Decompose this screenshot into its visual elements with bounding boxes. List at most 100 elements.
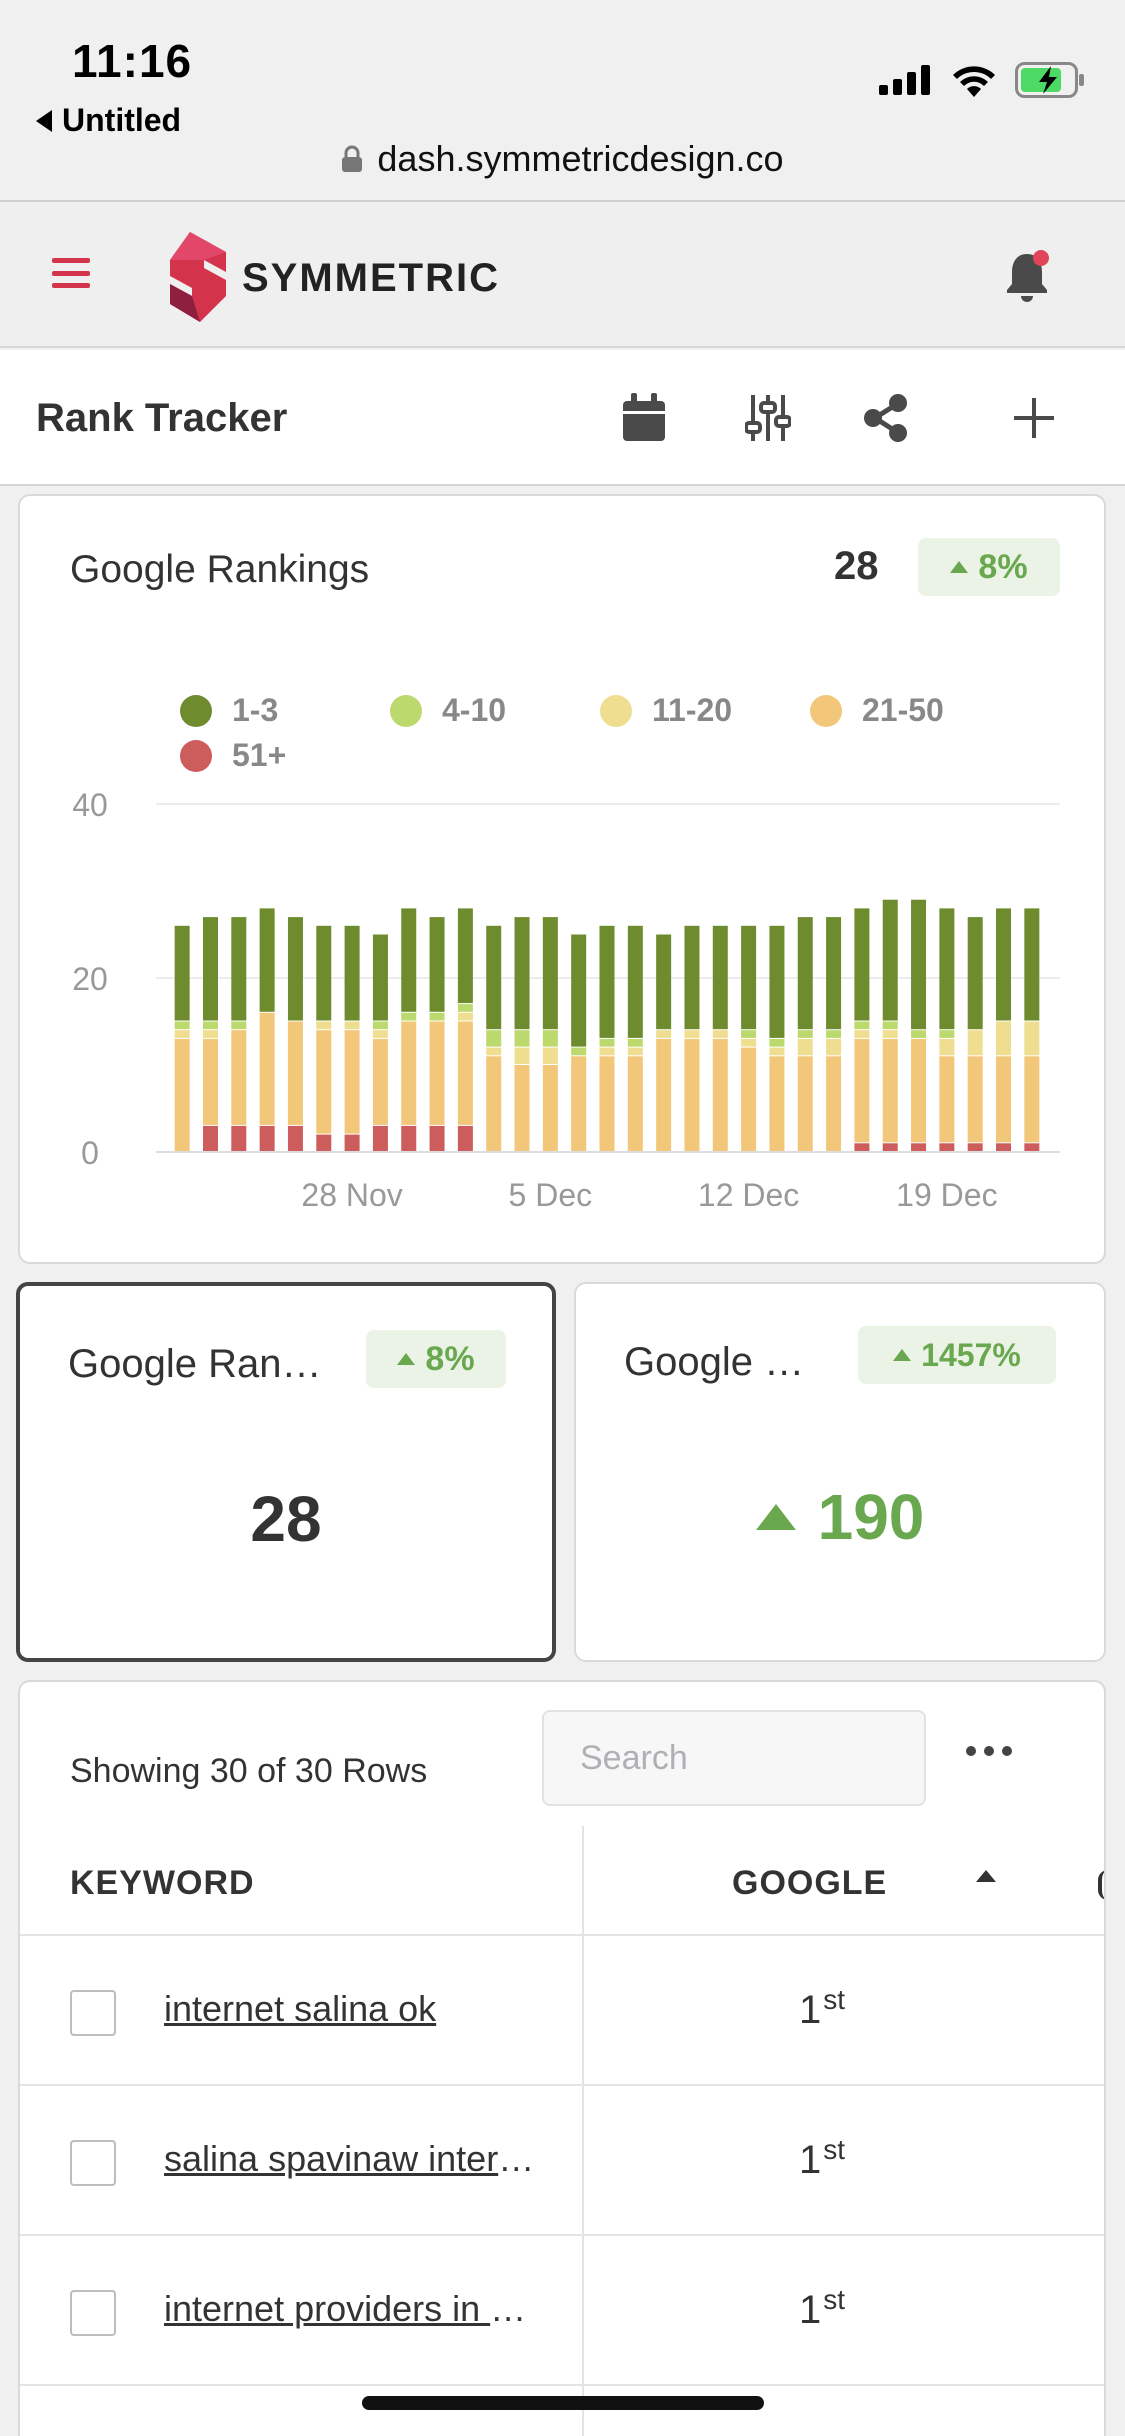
notifications-button[interactable] — [1003, 248, 1051, 309]
x-tick-label: 19 Dec — [896, 1177, 997, 1213]
legend-item[interactable]: 11-20 — [600, 692, 810, 729]
legend-item[interactable]: 21-50 — [810, 692, 1020, 729]
filters-button[interactable] — [736, 386, 800, 450]
sliders-icon — [745, 395, 791, 441]
bar-segment — [202, 1021, 218, 1030]
legend-label: 11-20 — [652, 692, 733, 728]
legend-item[interactable]: 51+ — [180, 737, 390, 774]
bar-segment — [882, 1143, 898, 1151]
search-input[interactable]: Search — [542, 1710, 926, 1806]
row-checkbox[interactable] — [70, 1990, 116, 2036]
legend-swatch — [180, 694, 212, 727]
rank-suffix: st — [823, 1984, 846, 2015]
bar-segment — [769, 1047, 785, 1056]
legend-swatch — [180, 739, 212, 772]
google-column-header[interactable]: GOOGLE — [732, 1864, 888, 1902]
bar-segment — [967, 917, 983, 1030]
dot — [966, 1746, 976, 1756]
row-checkbox[interactable] — [70, 2290, 116, 2336]
bar-segment — [939, 908, 955, 1030]
bar-segment — [996, 908, 1012, 1021]
bar-segment — [882, 1030, 898, 1038]
rankings-change-badge: 8% — [918, 538, 1060, 596]
bar-segment — [939, 1038, 955, 1056]
table-header: KEYWORD GOOGLE — [20, 1826, 1104, 1936]
bar-segment — [967, 1143, 983, 1151]
x-tick-label: 28 Nov — [301, 1177, 402, 1213]
stat-card-rankings-change[interactable]: Google Rankings Change 1457% 190 — [574, 1282, 1106, 1662]
symmetric-logo-icon — [170, 232, 226, 322]
keyword-link[interactable]: salina spavinaw internet — [164, 2138, 544, 2179]
bar-segment — [996, 1021, 1012, 1056]
brand-logo[interactable]: SYMMETRIC — [160, 232, 500, 324]
bar-segment — [174, 1038, 190, 1151]
lock-icon — [342, 145, 363, 172]
bar-segment — [854, 1038, 870, 1143]
table-row[interactable]: salina spavinaw internet 1st — [20, 2088, 1104, 2236]
stat-card-badge: 8% — [366, 1330, 506, 1388]
bar-segment — [741, 1030, 757, 1038]
address-bar[interactable]: dash.symmetricdesign.co — [0, 138, 1125, 180]
bar-segment — [627, 925, 643, 1038]
stat-card-badge-value: 8% — [425, 1339, 475, 1378]
keyword-column-header[interactable]: KEYWORD — [70, 1864, 255, 1902]
bar-segment — [769, 1038, 785, 1047]
bar-segment — [372, 1125, 388, 1151]
bar-segment — [542, 1047, 558, 1064]
add-button[interactable] — [1002, 386, 1066, 450]
keyword-link[interactable]: internet providers in salina ok — [164, 2288, 544, 2329]
stat-card-title: Google Rankings — [68, 1342, 338, 1386]
chart-legend: 1-3 4-10 11-20 21-50 51+ — [180, 692, 1040, 774]
bar-segment — [231, 917, 247, 1021]
bar-segment — [514, 1047, 530, 1064]
rank-number: 1 — [798, 2288, 822, 2332]
row-checkbox[interactable] — [70, 2140, 116, 2186]
table-row[interactable]: internet providers in salina ok 1st — [20, 2238, 1104, 2386]
table-row[interactable]: internet salina ok 1st — [20, 1938, 1104, 2086]
bar-segment — [769, 1056, 785, 1151]
legend-item[interactable]: 4-10 — [390, 692, 600, 729]
sort-ascending-icon[interactable] — [976, 1870, 996, 1882]
bar-segment — [826, 1056, 842, 1151]
bar-segment — [627, 1047, 643, 1056]
bar-segment — [1024, 1056, 1040, 1143]
legend-item[interactable]: 1-3 — [180, 692, 390, 729]
column-divider — [582, 1826, 584, 2436]
menu-icon[interactable] — [52, 258, 90, 288]
bar-segment — [174, 1030, 190, 1038]
stat-card-value: 28 — [250, 1483, 322, 1555]
google-rank: 1st — [584, 2284, 1060, 2333]
bar-segment — [656, 934, 672, 1030]
bar-segment — [372, 1021, 388, 1030]
back-triangle-icon — [36, 109, 52, 132]
bar-segment — [911, 1143, 927, 1151]
clock: 11:16 — [72, 35, 193, 87]
bar-segment — [599, 1038, 615, 1047]
bar-segment — [656, 1030, 672, 1038]
bar-segment — [854, 1143, 870, 1151]
bar-segment — [457, 1012, 473, 1021]
date-range-button[interactable] — [612, 386, 676, 450]
bar-segment — [486, 1056, 502, 1151]
bar-segment — [826, 1038, 842, 1056]
back-to-app-button[interactable]: Untitled — [36, 102, 181, 139]
rank-number: 1 — [798, 2138, 822, 2182]
bar-segment — [287, 1125, 303, 1151]
keyword-link[interactable]: internet salina ok — [164, 1988, 437, 2029]
rank-number: 1 — [798, 1988, 822, 2032]
bar-segment — [939, 1143, 955, 1151]
bar-segment — [486, 1047, 502, 1056]
bar-segment — [967, 1030, 983, 1056]
bar-segment — [259, 908, 275, 1012]
rank-suffix: st — [823, 2134, 846, 2165]
bar-segment — [571, 1047, 587, 1056]
up-arrow-icon — [397, 1353, 416, 1365]
home-indicator[interactable] — [362, 2396, 764, 2410]
stat-card-rankings[interactable]: Google Rankings 8% 28 — [16, 1282, 556, 1662]
more-options-button[interactable] — [966, 1746, 1012, 1756]
bar-segment — [401, 1021, 417, 1125]
bar-segment — [684, 1038, 700, 1151]
bar-segment — [684, 1030, 700, 1038]
share-button[interactable] — [854, 386, 918, 450]
bell-icon — [1007, 250, 1049, 302]
